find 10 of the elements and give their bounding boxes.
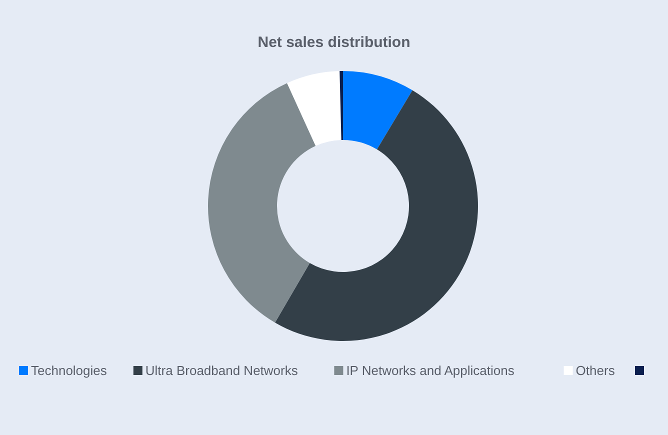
donut-slice: [340, 71, 343, 140]
donut-slice: [208, 83, 316, 323]
donut-slice: [287, 71, 342, 146]
legend-label: IP Networks and Applications: [346, 363, 515, 378]
chart-title: Net sales distribution: [258, 34, 410, 51]
legend-label: Ultra Broadband Networks: [145, 363, 298, 378]
legend-label: Others: [576, 363, 616, 378]
legend-label: Technologies: [31, 363, 108, 378]
donut-slice: [343, 71, 412, 150]
donut-slice: [275, 90, 478, 341]
